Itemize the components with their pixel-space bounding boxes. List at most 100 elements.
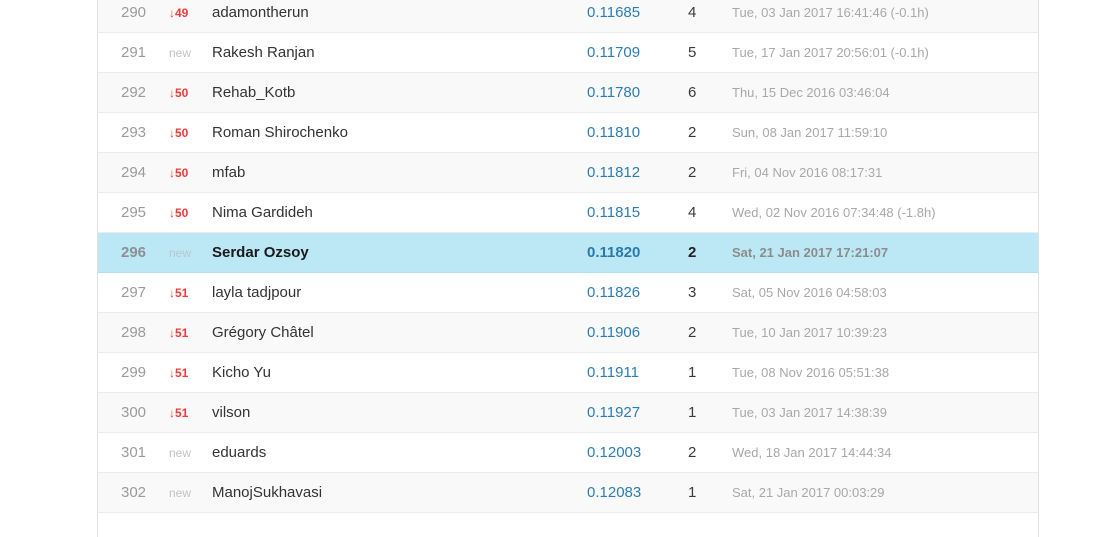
- last-submission-date: Fri, 04 Nov 2016 08:17:31: [732, 165, 883, 180]
- last-submission-date: Sat, 05 Nov 2016 04:58:03: [732, 285, 887, 300]
- last-submission-date: Tue, 03 Jan 2017 16:41:46 (-0.1h): [732, 5, 929, 20]
- new-entry-badge: new: [169, 45, 192, 60]
- entries-count: 6: [688, 84, 697, 101]
- player-name: vilson: [212, 404, 251, 421]
- rank-cell: 301: [121, 444, 147, 461]
- arrow-down-icon: ↓: [169, 5, 175, 20]
- rank-cell: 291: [121, 44, 147, 61]
- score-link[interactable]: 0.11815: [587, 204, 641, 221]
- rank-cell: 300: [121, 404, 147, 421]
- rank-cell: 296: [121, 244, 147, 261]
- rank-change-indicator: ↓new new: [169, 486, 212, 500]
- rank-cell: 290: [121, 4, 147, 21]
- entries-count: 4: [688, 4, 697, 21]
- rank-change-indicator: ↓new new: [169, 46, 212, 60]
- player-name: Roman Shirochenko: [212, 124, 348, 141]
- rank-drop-indicator: ↓50: [169, 165, 189, 180]
- rank-cell: 299: [121, 364, 147, 381]
- rank-drop-indicator: ↓50: [169, 85, 189, 100]
- player-name: Kicho Yu: [212, 364, 271, 381]
- leaderboard-table: 290 ↓49 49 adamontherun 0.11685 4 Tue, 0…: [97, 0, 1039, 537]
- rank-change-indicator: ↓49 49: [169, 6, 212, 20]
- rank-drop-indicator: ↓50: [169, 205, 189, 220]
- score-link[interactable]: 0.11826: [587, 284, 641, 301]
- rank-cell: 297: [121, 284, 147, 301]
- last-submission-date: Wed, 02 Nov 2016 07:34:48 (-1.8h): [732, 205, 936, 220]
- score-link[interactable]: 0.11709: [587, 44, 641, 61]
- arrow-down-icon: ↓: [169, 365, 175, 380]
- leaderboard-row: 300 ↓51 51 vilson 0.11927 1 Tue, 03 Jan …: [98, 393, 1038, 433]
- player-name: Rehab_Kotb: [212, 84, 296, 101]
- leaderboard-row: 297 ↓51 51 layla tadjpour 0.11826 3 Sat,…: [98, 273, 1038, 313]
- entries-count: 2: [688, 324, 697, 341]
- rank-change-indicator: ↓51 51: [169, 406, 212, 420]
- leaderboard-row: 290 ↓49 49 adamontherun 0.11685 4 Tue, 0…: [98, 0, 1038, 33]
- player-name: ManojSukhavasi: [212, 484, 323, 501]
- rank-change-indicator: ↓50 50: [169, 206, 212, 220]
- rank-change-indicator: ↓new new: [169, 446, 212, 460]
- rank-drop-indicator: ↓51: [169, 325, 189, 340]
- player-name: Grégory Châtel: [212, 324, 314, 341]
- score-link[interactable]: 0.11685: [587, 4, 641, 21]
- player-name: eduards: [212, 444, 267, 461]
- rank-cell: 298: [121, 324, 147, 341]
- rank-change-indicator: ↓51 51: [169, 326, 212, 340]
- last-submission-date: Tue, 10 Jan 2017 10:39:23: [732, 325, 887, 340]
- rank-cell: 302: [121, 484, 147, 501]
- last-submission-date: Wed, 18 Jan 2017 14:44:34: [732, 445, 892, 460]
- rank-change-indicator: ↓new new: [169, 246, 212, 260]
- entries-count: 3: [688, 284, 697, 301]
- last-submission-date: Tue, 08 Nov 2016 05:51:38: [732, 365, 890, 380]
- entries-count: 4: [688, 204, 697, 221]
- last-submission-date: Sun, 08 Jan 2017 11:59:10: [732, 125, 888, 140]
- rank-cell: 292: [121, 84, 147, 101]
- rank-cell: 294: [121, 164, 147, 181]
- score-link[interactable]: 0.11810: [587, 124, 641, 141]
- last-submission-date: Sat, 21 Jan 2017 00:03:29: [732, 485, 885, 500]
- score-link[interactable]: 0.12003: [587, 444, 642, 461]
- rank-drop-indicator: ↓51: [169, 405, 189, 420]
- leaderboard-row: 293 ↓50 50 Roman Shirochenko 0.11810 2 S…: [98, 113, 1038, 153]
- arrow-down-icon: ↓: [169, 205, 175, 220]
- arrow-down-icon: ↓: [169, 285, 175, 300]
- score-link[interactable]: 0.11812: [587, 164, 641, 181]
- entries-count: 2: [688, 124, 697, 141]
- entries-count: 2: [688, 164, 697, 181]
- leaderboard-row-highlighted: 296 ↓new new Serdar Ozsoy 0.11820 2 Sat,…: [98, 233, 1038, 273]
- rank-change-indicator: ↓51 51: [169, 286, 212, 300]
- arrow-down-icon: ↓: [169, 325, 175, 340]
- arrow-down-icon: ↓: [169, 85, 175, 100]
- player-name: Rakesh Ranjan: [212, 44, 315, 61]
- leaderboard-row: 291 ↓new new Rakesh Ranjan 0.11709 5 Tue…: [98, 33, 1038, 73]
- last-submission-date: Sat, 21 Jan 2017 17:21:07: [732, 245, 889, 260]
- score-link[interactable]: 0.12083: [587, 484, 642, 501]
- leaderboard-row: 294 ↓50 50 mfab 0.11812 2 Fri, 04 Nov 20…: [98, 153, 1038, 193]
- new-entry-badge: new: [169, 485, 192, 500]
- score-link[interactable]: 0.11820: [587, 244, 641, 261]
- last-submission-date: Tue, 03 Jan 2017 14:38:39: [732, 405, 887, 420]
- player-name: adamontherun: [212, 4, 309, 21]
- entries-count: 5: [688, 44, 697, 61]
- leaderboard-row: 292 ↓50 50 Rehab_Kotb 0.11780 6 Thu, 15 …: [98, 73, 1038, 113]
- player-name: layla tadjpour: [212, 284, 302, 301]
- player-name: Nima Gardideh: [212, 204, 313, 221]
- player-name: mfab: [212, 164, 246, 181]
- entries-count: 2: [688, 244, 697, 261]
- entries-count: 2: [688, 444, 697, 461]
- last-submission-date: Tue, 17 Jan 2017 20:56:01 (-0.1h): [732, 45, 929, 60]
- leaderboard-row: 299 ↓51 51 Kicho Yu 0.11911 1 Tue, 08 No…: [98, 353, 1038, 393]
- arrow-down-icon: ↓: [169, 165, 175, 180]
- entries-count: 1: [688, 484, 697, 501]
- rank-drop-indicator: ↓51: [169, 365, 189, 380]
- last-submission-date: Thu, 15 Dec 2016 03:46:04: [732, 85, 890, 100]
- rank-drop-indicator: ↓51: [169, 285, 189, 300]
- arrow-down-icon: ↓: [169, 125, 175, 140]
- rank-drop-indicator: ↓50: [169, 125, 189, 140]
- player-name: Serdar Ozsoy: [212, 244, 309, 261]
- leaderboard-row: 302 ↓new new ManojSukhavasi 0.12083 1 Sa…: [98, 473, 1038, 513]
- score-link[interactable]: 0.11911: [587, 364, 639, 381]
- score-link[interactable]: 0.11927: [587, 404, 641, 421]
- score-link[interactable]: 0.11906: [587, 324, 641, 341]
- score-link[interactable]: 0.11780: [587, 84, 641, 101]
- rank-cell: 293: [121, 124, 147, 141]
